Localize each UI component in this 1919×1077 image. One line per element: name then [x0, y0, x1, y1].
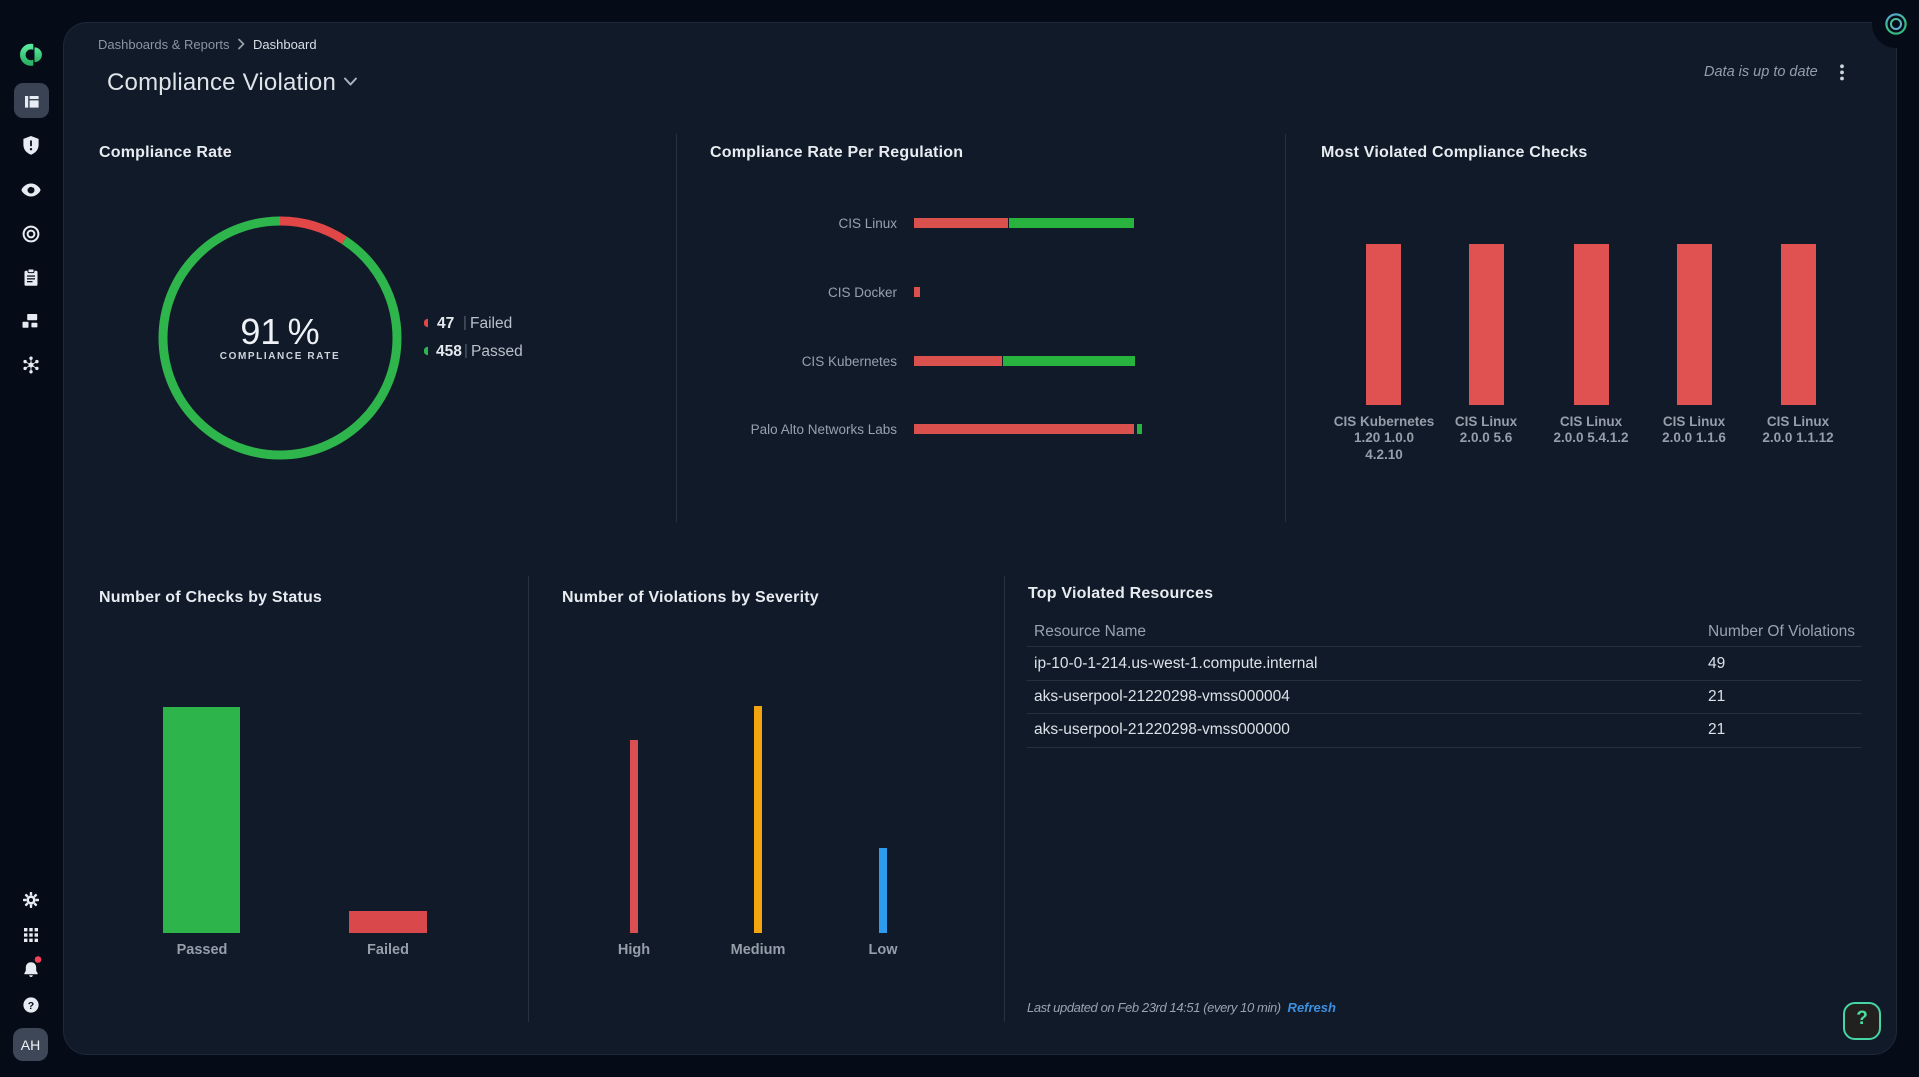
svg-text:?: ?	[28, 1000, 34, 1012]
